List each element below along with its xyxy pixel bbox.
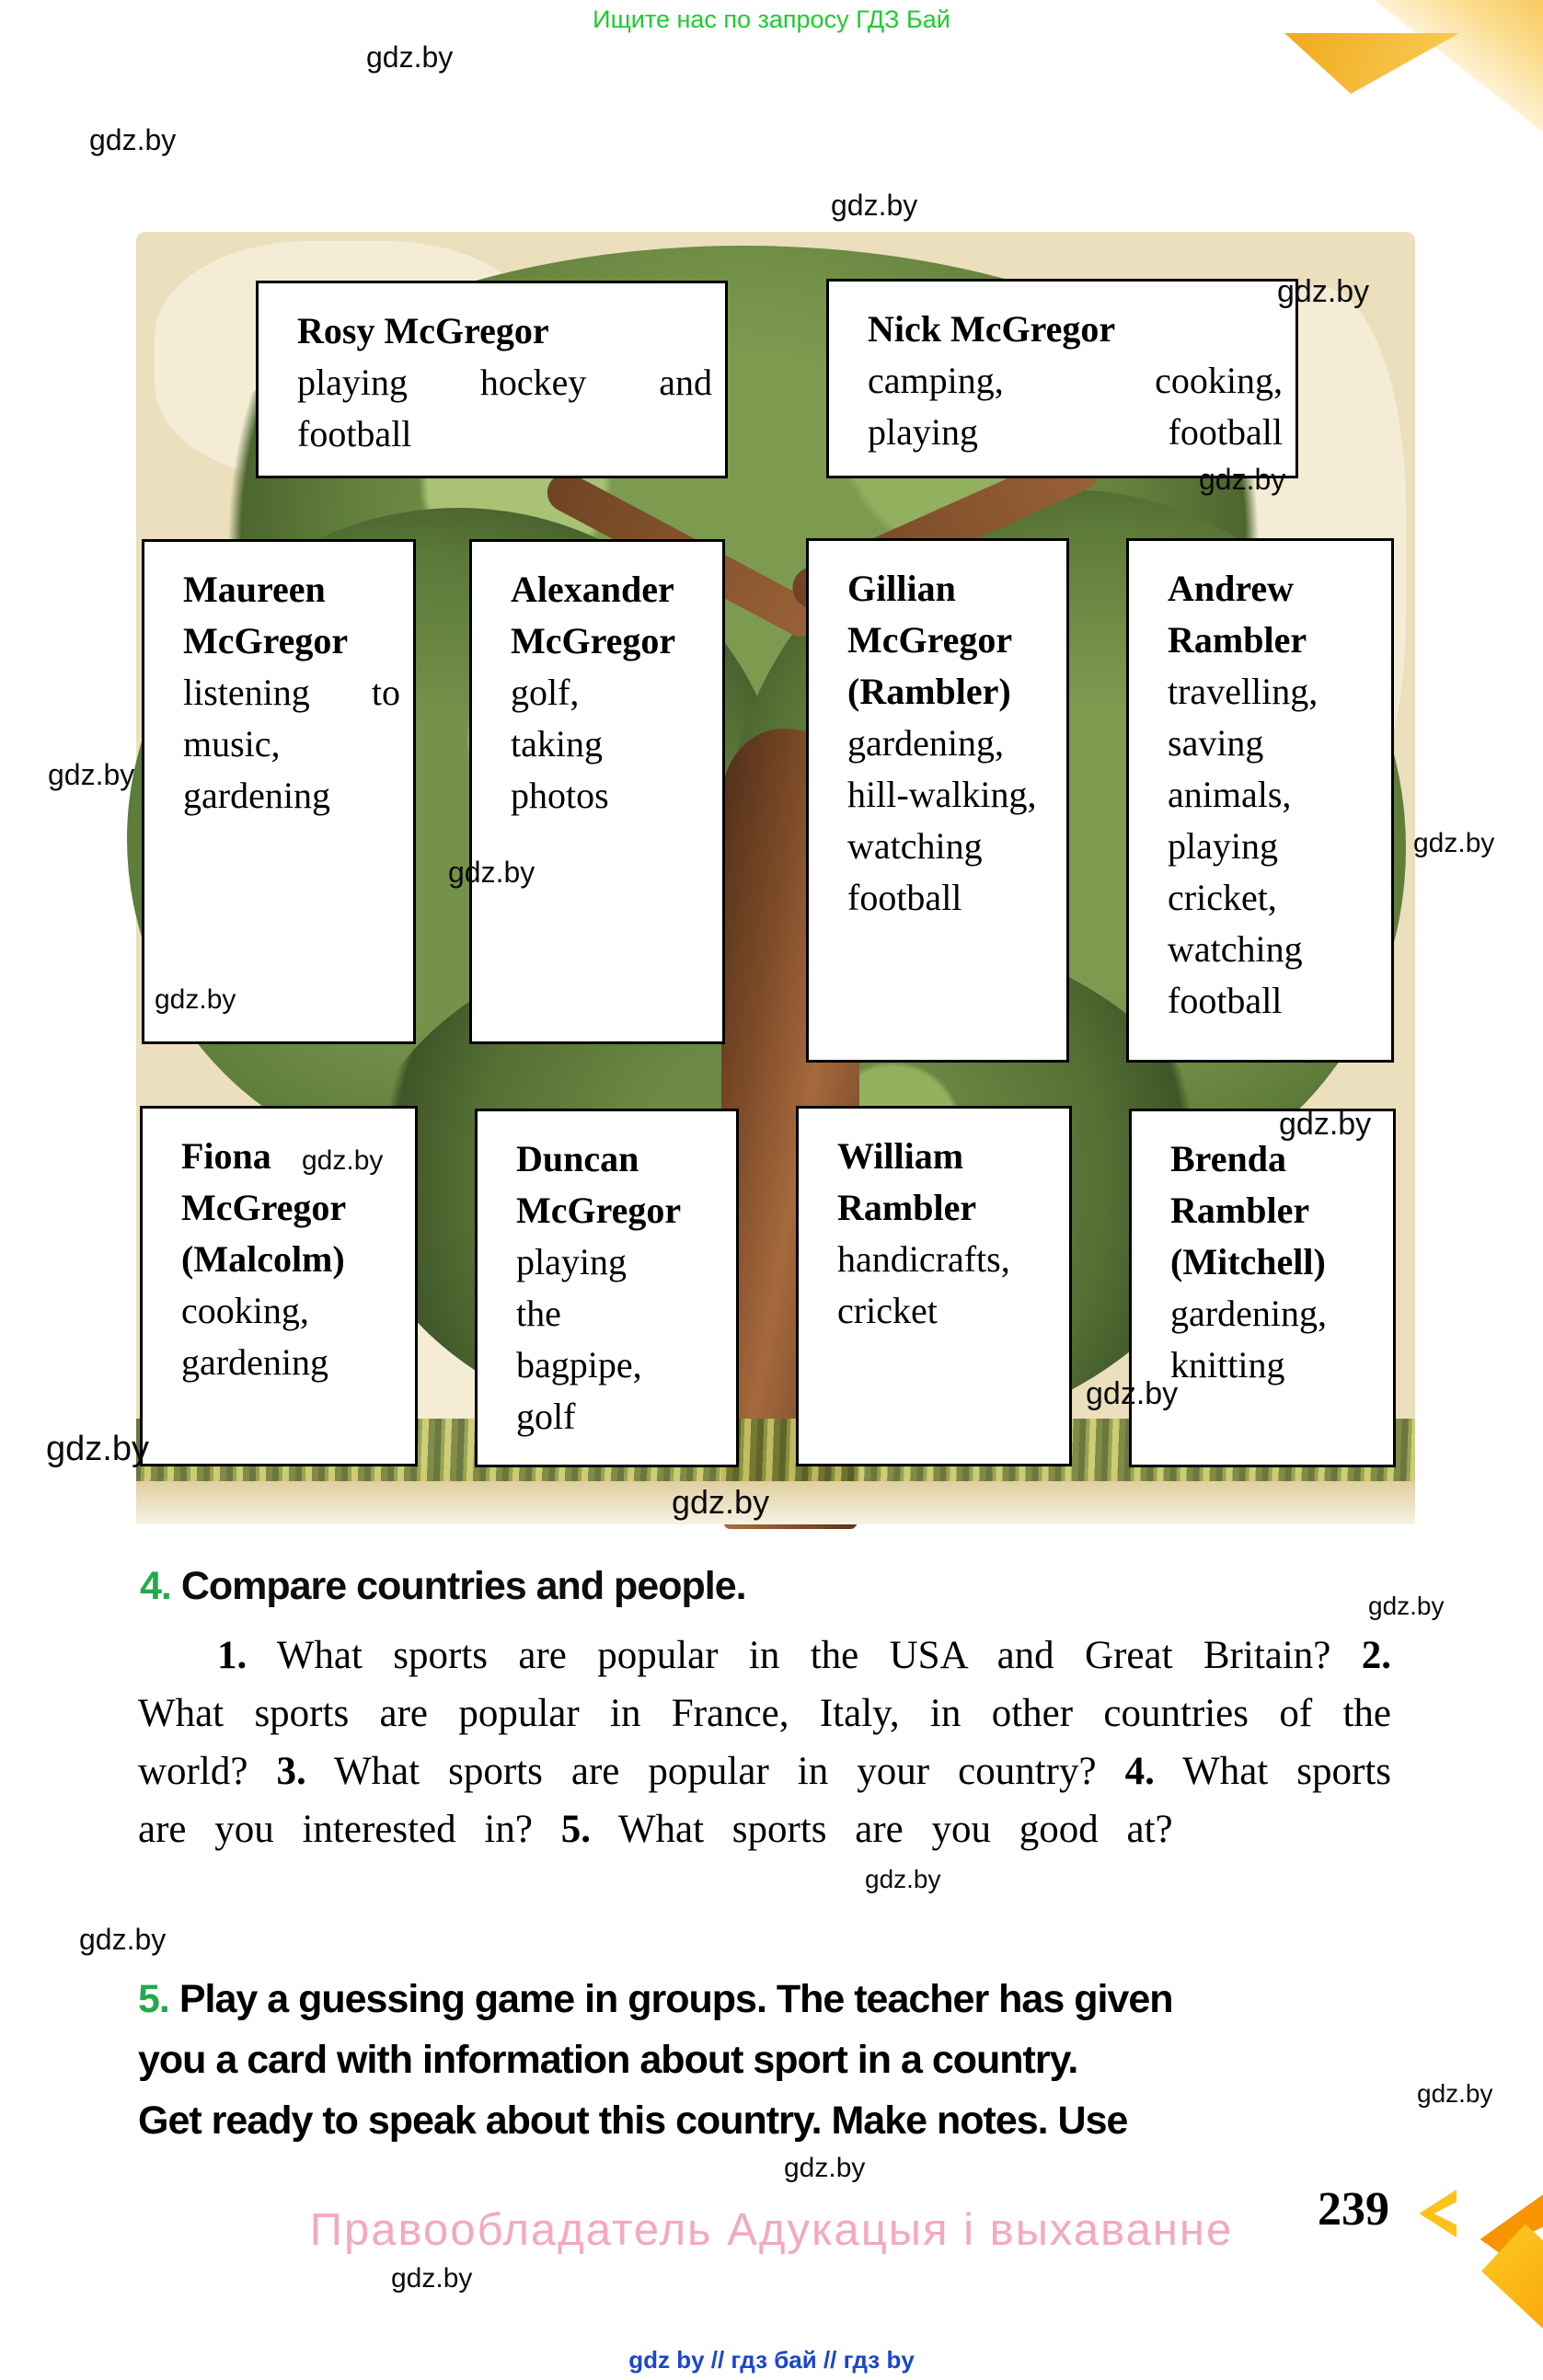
person-hobbies: playing hockey and football (297, 362, 712, 454)
person-name: Fiona McGregor (Malcolm) (181, 1135, 347, 1280)
watermark-gdz: gdz.by (1277, 274, 1370, 309)
family-card-alexander: Alexander McGregor golf, taking photos (469, 539, 725, 1044)
copyright-text: Правообладатель Адукацыя і выхаванне (309, 2205, 1234, 2255)
person-hobbies: cooking, gardening (181, 1290, 328, 1383)
person-hobbies: gardening, hill-walking, watching footba… (847, 722, 1037, 918)
family-card-andrew: Andrew Rambler travelling, saving animal… (1126, 538, 1394, 1063)
search-hint-watermark: Ищите нас по запросу ГДЗ Бай (593, 6, 950, 33)
watermark-gdz: gdz.by (155, 984, 236, 1015)
corner-decoration-top-right (1270, 0, 1543, 267)
family-card-duncan: Duncan McGregor playing the bagpipe, gol… (475, 1109, 739, 1467)
exercise-5-number: 5. (138, 1977, 170, 2021)
watermark-gdz: gdz.by (784, 2153, 866, 2183)
exercise-4-title: Compare countries and people. (180, 1564, 747, 1608)
person-hobbies: travelling, saving animals, playing cric… (1168, 671, 1318, 1021)
person-name: Rosy McGregor (297, 310, 549, 351)
person-name: Alexander McGregor (511, 569, 676, 661)
family-card-gillian: Gillian McGregor (Rambler) gardening, hi… (806, 538, 1069, 1063)
watermark-gdz: gdz.by (48, 758, 135, 791)
watermark-gdz: gdz.by (391, 2263, 473, 2294)
family-card-nick: Nick McGregor camping, cooking, playing … (826, 279, 1298, 478)
family-card-william: William Rambler handicrafts, cricket (796, 1106, 1072, 1466)
watermark-gdz: gdz.by (79, 1923, 167, 1956)
question-number: 1. (217, 1634, 248, 1677)
chevron-left-icon (1419, 2190, 1457, 2237)
exercise-5-title: Play a guessing game in groups. The teac… (138, 1977, 1174, 2143)
person-name: Duncan McGregor (516, 1138, 682, 1231)
person-name: Brenda Rambler (Mitchell) (1170, 1138, 1326, 1282)
question-number: 4. (1124, 1750, 1155, 1793)
watermark-gdz: gdz.by (302, 1145, 384, 1176)
family-card-brenda: Brenda Rambler (Mitchell) gardening, kni… (1129, 1109, 1396, 1467)
watermark-gdz: gdz.by (1279, 1107, 1372, 1142)
person-hobbies: playing the bagpipe, golf (516, 1241, 642, 1437)
watermark-gdz: gdz.by (1417, 2079, 1493, 2108)
person-hobbies: handicrafts, cricket (837, 1238, 1010, 1331)
watermark-gdz: gdz.by (1413, 828, 1495, 858)
watermark-gdz: gdz.by (865, 1865, 941, 1893)
question-text: What sports are popular in your country? (333, 1750, 1097, 1793)
person-name: William Rambler (837, 1135, 977, 1228)
person-name: Andrew Rambler (1168, 568, 1307, 661)
person-name: Maureen McGregor (183, 569, 349, 661)
exercise-5: 5. Play a guessing game in groups. The t… (138, 1969, 1391, 2151)
family-card-maureen: Maureen McGregor listening to music, gar… (142, 539, 416, 1044)
gold-triangle-shape (1284, 33, 1459, 94)
question-number: 3. (276, 1750, 306, 1793)
watermark-gdz: gdz.by (1086, 1376, 1179, 1411)
watermark-gdz: gdz.by (366, 40, 454, 74)
question-text: What sports are popular in the USA and G… (276, 1634, 1331, 1677)
exercise-4-number: 4. (140, 1564, 172, 1608)
corner-decoration-bottom-right (1394, 2169, 1543, 2380)
family-card-fiona: Fiona McGregor (Malcolm) cooking, garden… (140, 1106, 418, 1466)
question-text: What sports are you interested in? (138, 1750, 1392, 1851)
person-hobbies: listening to music, gardening (183, 672, 400, 816)
question-text: What sports are you good at? (617, 1808, 1173, 1851)
watermark-gdz: gdz.by (46, 1430, 149, 1468)
family-card-rosy: Rosy McGregor playing hockey and footbal… (256, 281, 728, 478)
watermark-gdz: gdz.by (89, 123, 177, 156)
person-hobbies: golf, taking photos (511, 672, 609, 816)
question-text: What sports are popular in France, Italy… (138, 1692, 1391, 1793)
page-number: 239 (1318, 2183, 1389, 2236)
person-hobbies: gardening, knitting (1170, 1293, 1327, 1385)
watermark-gdz: gdz.by (448, 856, 535, 889)
watermark-gdz: gdz.by (672, 1483, 770, 1521)
person-name: Nick McGregor (868, 308, 1116, 350)
ground-fade (136, 1481, 1415, 1524)
exercise-4-heading: 4. Compare countries and people. (140, 1564, 747, 1609)
person-hobbies: camping, cooking, playing football (868, 360, 1283, 453)
watermark-gdz: gdz.by (1368, 1592, 1445, 1620)
person-name: Gillian McGregor (Rambler) (847, 568, 1013, 712)
watermark-gdz: gdz.by (831, 189, 918, 222)
question-number: 2. (1361, 1634, 1391, 1677)
exercise-4-questions: 1. What sports are popular in the USA an… (138, 1627, 1391, 1858)
watermark-gdz: gdz.by (1199, 463, 1286, 496)
footer-links: gdz by // гдз бай // гдз by (628, 2346, 915, 2374)
question-number: 5. (560, 1808, 591, 1851)
